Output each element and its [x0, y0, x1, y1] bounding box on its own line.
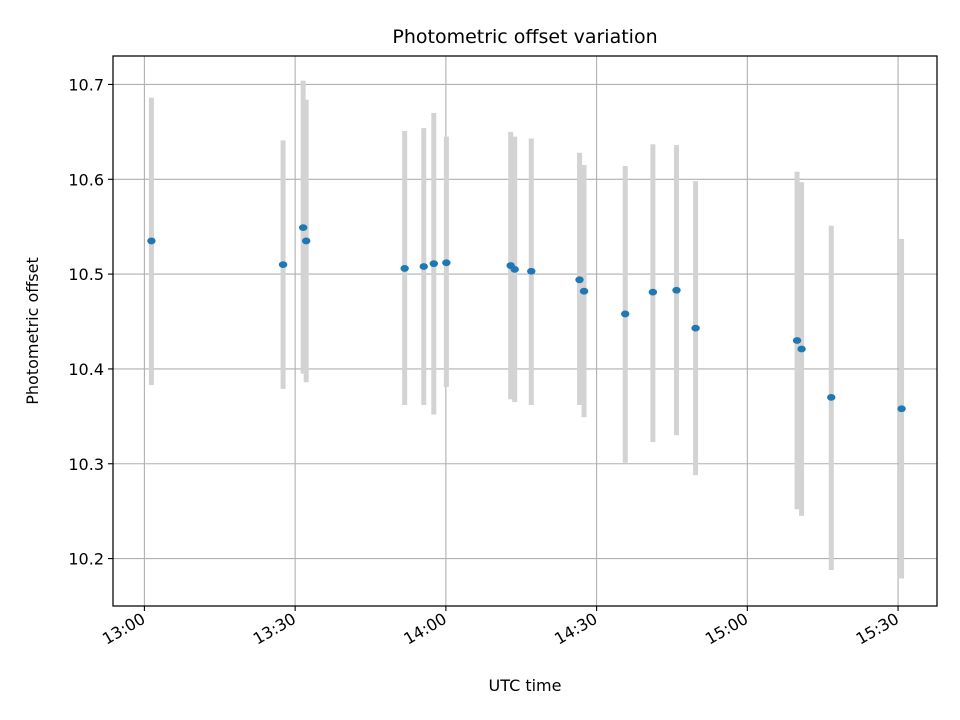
data-point [429, 260, 439, 268]
data-point [147, 237, 156, 245]
y-tick-label: 10.2 [68, 550, 104, 569]
data-point [298, 224, 308, 232]
data-point [301, 237, 311, 245]
data-point [575, 276, 584, 284]
data-point [579, 287, 589, 295]
data-point [792, 337, 802, 344]
data-point [648, 288, 658, 296]
plot-area-background [113, 56, 937, 606]
plot-frame [112, 55, 938, 607]
data-point [672, 286, 681, 294]
data-point [400, 265, 409, 272]
data-point [621, 310, 630, 318]
y-tick-label: 10.3 [68, 455, 104, 474]
x-axis-label: UTC time [489, 676, 562, 695]
y-axis-label: Photometric offset [23, 257, 42, 405]
data-point [827, 393, 836, 401]
y-axis-ticks: 10.2 10.3 10.4 10.5 10.6 10.7 [68, 75, 113, 569]
chart-title: Photometric offset variation [392, 26, 657, 48]
data-point [419, 263, 428, 270]
data-point [797, 345, 806, 353]
data-point [527, 267, 536, 275]
data-point [691, 324, 700, 332]
data-point [510, 265, 519, 273]
data-point [442, 259, 451, 267]
y-tick-label: 10.5 [68, 265, 104, 284]
y-tick-label: 10.7 [68, 75, 104, 94]
data-point [278, 261, 288, 269]
y-tick-label: 10.6 [68, 170, 104, 189]
y-tick-label: 10.4 [68, 360, 104, 379]
data-points [147, 224, 906, 413]
data-point [897, 405, 906, 413]
